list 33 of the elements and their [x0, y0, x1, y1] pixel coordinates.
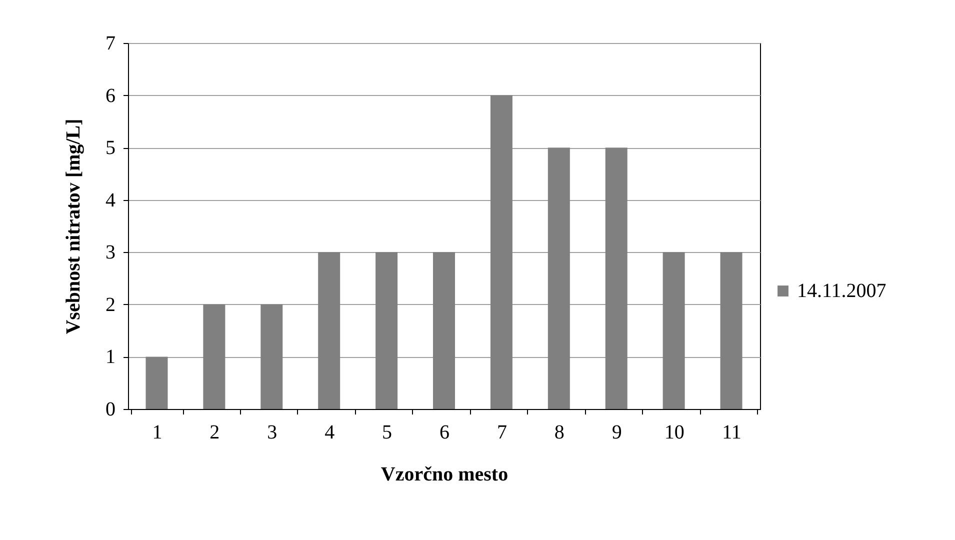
y-tick-label: 0 [106, 398, 116, 420]
bar [662, 252, 685, 409]
x-tick-label: 9 [612, 422, 622, 444]
bar [720, 252, 742, 409]
bar [548, 148, 570, 409]
x-tick-label: 10 [664, 422, 684, 444]
bar [260, 304, 283, 409]
bar [146, 356, 168, 409]
x-tick-label: 1 [152, 422, 162, 444]
legend-label: 14.11.2007 [797, 280, 886, 302]
y-tick-label: 5 [106, 137, 116, 160]
y-tick-label: 1 [106, 346, 116, 368]
bar [318, 252, 340, 409]
x-tick-label: 7 [496, 422, 507, 444]
x-tick-label: 3 [267, 422, 278, 444]
bar [376, 252, 398, 409]
y-tick-label: 3 [106, 242, 116, 264]
y-tick-label: 7 [106, 32, 116, 54]
y-axis-title: Vsebnost nitratov [mg/L] [62, 118, 84, 334]
x-tick-label: 4 [324, 422, 335, 444]
x-tick-label: 8 [554, 422, 564, 444]
y-tick-label: 6 [106, 84, 116, 107]
x-axis-title: Vzorčno mesto [380, 464, 508, 486]
x-tick-label: 5 [382, 422, 392, 444]
bar [490, 95, 512, 409]
x-tick-label: 2 [210, 422, 220, 444]
bar [203, 304, 226, 409]
y-tick-label: 4 [106, 189, 116, 212]
x-tick-label: 11 [722, 422, 742, 444]
bar [605, 148, 628, 409]
y-tick-label: 2 [106, 294, 116, 316]
bar [433, 252, 455, 409]
x-tick-label: 6 [440, 422, 450, 444]
